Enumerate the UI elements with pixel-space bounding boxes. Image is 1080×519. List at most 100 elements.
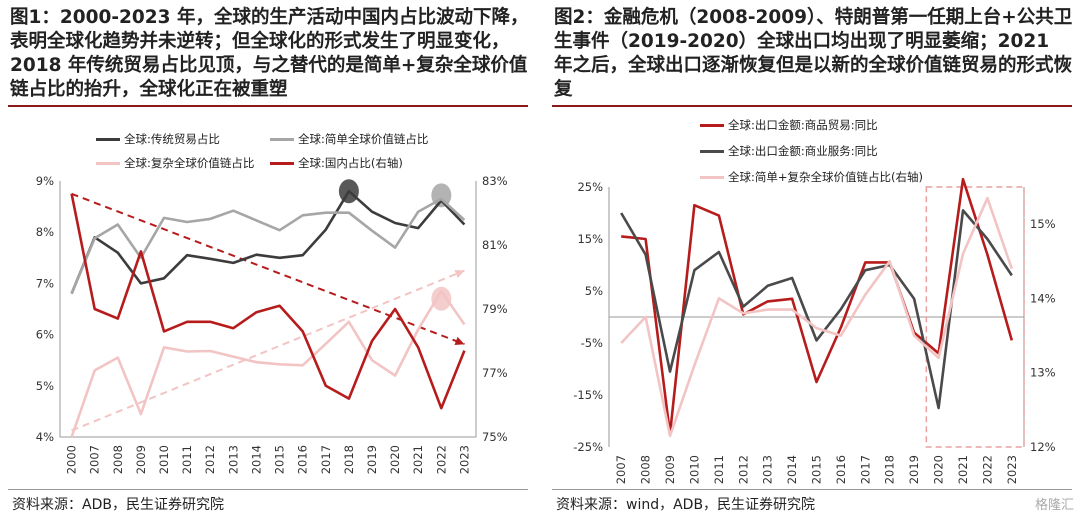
trend-line [71,192,465,346]
x-tick-label: 2012 [203,445,217,474]
legend-label: 全球:出口金额:商品贸易:同比 [728,118,878,132]
legend-swatch [270,161,294,165]
legend-swatch [700,175,724,179]
y-left-tick-label: -15% [573,388,603,402]
chart-1-plot: 4% 5% 6% 7% 8% 9% 75% 77% 79% 81% 83% 2000 2007 2008 2… [36,174,508,474]
y-right-tick-label: 81% [482,238,508,252]
legend-swatch [700,123,724,127]
x-tick-label: 2021 [956,455,970,484]
footer-rule [8,489,528,490]
trend-arrowhead [454,269,465,279]
y-left-tick-label: 7% [36,276,54,290]
legend-item: 全球:出口金额:商品贸易:同比 [700,117,878,133]
y-left-tick-label: 9% [36,174,54,188]
y-right-tick-label: 12% [1030,440,1056,454]
chart-title: 图1：2000-2023 年，全球的生产活动中国内占比波动下降，表明全球化趋势并… [10,7,529,100]
legend-label: 全球:出口金额:商业服务:同比 [728,144,878,158]
chart-title: 图2：金融危机（2008-2009）、特朗普第一任期上台+公共卫生事件（2019… [554,7,1073,100]
legend-label: 全球:国内占比(右轴) [298,156,403,170]
x-tick-label: 2011 [712,455,726,484]
x-tick-label: 2013 [761,455,775,484]
x-tick-label: 2017 [319,445,333,474]
series-line [70,189,466,295]
x-tick-label: 2007 [614,455,628,484]
legend-label: 全球:复杂全球价值链占比 [124,156,255,170]
x-tick-label: 2022 [980,455,994,484]
x-tick-label: 2016 [834,455,848,484]
x-tick-label: 2023 [457,445,471,474]
series-line [70,289,466,438]
x-tick-label: 2021 [411,445,425,474]
legend-item: 全球:传统贸易占比 [96,131,220,147]
x-tick-label: 2013 [226,445,240,474]
x-tick-label: 2010 [687,455,701,484]
x-tick-label: 2014 [249,445,263,474]
x-tick-label: 2015 [810,455,824,484]
chart-panel-2: 图2：金融危机（2008-2009）、特朗普第一任期上台+公共卫生事件（2019… [544,0,1080,519]
trend-arrowhead [454,336,465,346]
source-note: 资料来源：wind，ADB，民生证券研究院 [556,497,816,513]
x-tick-label: 2007 [88,445,102,474]
series-line [620,209,1013,410]
legend-swatch [270,137,294,141]
legend-item: 全球:出口金额:商业服务:同比 [700,143,878,159]
y-right-tick-label: 13% [1030,366,1056,380]
legend-swatch [96,137,120,141]
trend-line [71,269,465,432]
title-rule [8,105,528,107]
y-left-tick-label: 5% [36,379,54,393]
y-left-tick-label: 6% [36,328,54,342]
legend-item: 全球:国内占比(右轴) [270,155,403,171]
chart-2-plot: -25% -15% -5% 5% 15% 25% 12% 13% 14% 15% 2007 2008 2… [573,177,1056,484]
x-tick-label: 2019 [907,455,921,484]
x-tick-label: 2022 [434,445,448,474]
x-tick-label: 2018 [342,445,356,474]
legend-label: 全球:简单+复杂全球价值链占比(右轴) [728,170,923,184]
x-tick-label: 2017 [858,455,872,484]
y-right-tick-label: 15% [1030,217,1056,231]
y-left-tick-label: 25% [577,180,603,194]
x-tick-label: 2009 [134,445,148,474]
y-left-tick-label: 5% [585,284,603,298]
y-right-tick-label: 75% [482,430,508,444]
title-rule [552,105,1072,107]
series-line [70,193,466,410]
y-left-tick-label: 4% [36,430,54,444]
y-right-tick-label: 83% [482,174,508,188]
highlight-marker [431,286,452,311]
x-tick-label: 2012 [736,455,750,484]
x-tick-label: 2008 [111,445,125,474]
y-left-tick-label: 8% [36,225,54,239]
legend-item: 全球:复杂全球价值链占比 [96,155,254,171]
x-tick-label: 2011 [180,445,194,474]
series-line [70,197,466,295]
chart-panel-1: 图1：2000-2023 年，全球的生产活动中国内占比波动下降，表明全球化趋势并… [0,0,536,519]
y-right-tick-label: 77% [482,366,508,380]
x-tick-label: 2019 [365,445,379,474]
x-tick-label: 2009 [663,455,677,484]
legend-swatch [96,161,120,165]
x-tick-label: 2023 [1005,455,1019,484]
x-tick-label: 2015 [273,445,287,474]
highlight-box [925,186,1025,448]
source-note: 资料来源：ADB，民生证券研究院 [12,497,224,513]
legend-label: 全球:传统贸易占比 [124,132,220,146]
watermark: 格隆汇 [1034,498,1074,513]
y-right-tick-label: 14% [1030,291,1056,305]
footer-rule [552,489,1072,490]
legend-swatch [700,149,724,153]
x-tick-label: 2016 [296,445,310,474]
y-left-tick-label: 15% [577,232,603,246]
x-tick-label: 2020 [932,455,946,484]
x-tick-label: 2018 [883,455,897,484]
legend-item: 全球:简单+复杂全球价值链占比(右轴) [700,169,923,185]
series-line [621,177,1014,436]
x-tick-label: 2014 [785,455,799,484]
y-left-tick-label: -5% [581,336,603,350]
legend-item: 全球:简单全球价值链占比 [270,131,428,147]
y-left-tick-label: -25% [573,440,603,454]
x-tick-label: 2000 [65,445,79,474]
legend-label: 全球:简单全球价值链占比 [298,132,429,146]
y-right-tick-label: 79% [482,302,508,316]
x-tick-label: 2020 [388,445,402,474]
